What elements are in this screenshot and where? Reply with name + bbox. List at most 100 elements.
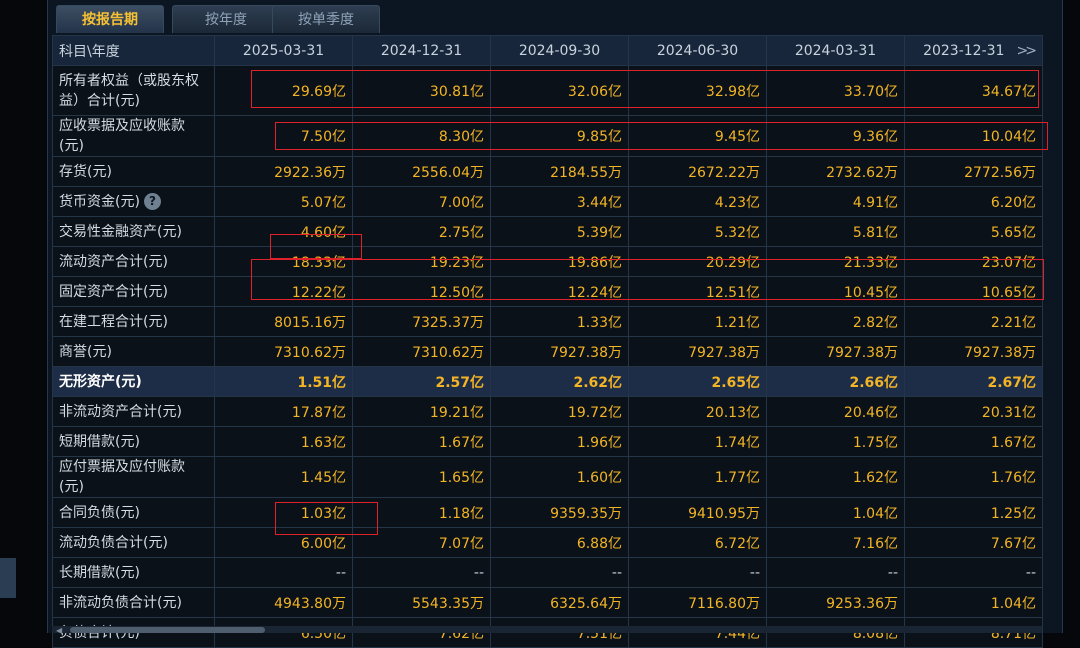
cell-number: 4.23 <box>714 194 746 211</box>
value-cell: 4943.80万 <box>214 587 353 618</box>
value-cell: 1.04亿 <box>766 497 905 528</box>
value-cell: 21.33亿 <box>766 246 905 277</box>
row-label-text: 交易性金融资产(元) <box>59 223 182 240</box>
header-date[interactable]: 2024-03-31 <box>766 35 905 66</box>
cell-number: 7325.37 <box>412 314 470 331</box>
value-cell: 1.67亿 <box>352 426 491 457</box>
value-cell: 1.75亿 <box>766 426 905 457</box>
table-row[interactable]: 流动负债合计(元) 6.00亿 7.07亿 6.88亿 6.72亿 7.16亿 7.67亿 <box>52 527 1043 558</box>
header-date[interactable]: 2024-06-30 <box>628 35 767 66</box>
cell-unit: 亿 <box>470 535 484 552</box>
cell-number: 32.98 <box>705 83 746 100</box>
value-cell: 12.50亿 <box>352 276 491 307</box>
table-row[interactable]: 流动资产合计(元) 18.33亿 19.23亿 19.86亿 20.29亿 21.33亿 2… <box>52 246 1043 277</box>
cell-unit: 亿 <box>332 374 346 391</box>
cell-unit: 亿 <box>746 83 760 100</box>
cell-unit: 万 <box>1022 164 1036 181</box>
value-cell: 5.81亿 <box>766 216 905 247</box>
scroll-left-icon[interactable]: ◀ <box>56 626 63 635</box>
cell-unit: 亿 <box>332 434 346 451</box>
value-cell: 8.30亿 <box>352 115 491 157</box>
value-cell: 1.03亿 <box>214 497 353 528</box>
header-date[interactable]: 2025-03-31 <box>214 35 353 66</box>
value-cell: 19.72亿 <box>490 396 629 427</box>
cell-unit: 亿 <box>332 129 346 145</box>
value-cell: 7927.38万 <box>628 336 767 367</box>
row-label: 在建工程合计(元) <box>52 306 215 337</box>
table-header-row: 科目\年度 2025-03-31 2024-12-31 2024-09-30 2… <box>52 35 1043 66</box>
table-row[interactable]: 合同负债(元) 1.03亿 1.18亿 9359.35万 9410.95万 1.04亿 1.… <box>52 497 1043 528</box>
cell-unit: 亿 <box>470 505 484 522</box>
cell-number: 1.51 <box>297 374 332 391</box>
cell-number: 6325.64 <box>550 595 608 612</box>
horizontal-scrollbar[interactable]: ◀ <box>52 626 1042 635</box>
value-cell: 4.91亿 <box>766 186 905 217</box>
scrollbar-thumb[interactable] <box>70 627 265 633</box>
table-row[interactable]: 无形资产(元) 1.51亿 2.57亿 2.62亿 2.65亿 2.66亿 2.67亿 <box>52 366 1043 397</box>
value-cell: 2.75亿 <box>352 216 491 247</box>
table-row[interactable]: 所有者权益（或股东权益）合计(元) 29.69亿 30.81亿 32.06亿 32.98… <box>52 65 1043 116</box>
table-row[interactable]: 非流动资产合计(元) 17.87亿 19.21亿 19.72亿 20.13亿 20.46亿… <box>52 396 1043 427</box>
cell-number: 1.03 <box>300 505 332 522</box>
cell-unit: 亿 <box>884 470 898 486</box>
value-cell: -- <box>628 557 767 588</box>
tab-by-quarter[interactable]: 按单季度 <box>272 5 380 33</box>
cell-unit: 亿 <box>1022 434 1036 451</box>
value-cell: 1.77亿 <box>628 456 767 498</box>
cell-number: 1.75 <box>852 434 884 451</box>
cell-number: 1.60 <box>576 470 608 486</box>
cell-unit: 亿 <box>608 404 622 421</box>
table-row[interactable]: 存货(元) 2922.36万 2556.04万 2184.55万 2672.22万 273… <box>52 156 1043 187</box>
cell-number: 21.33 <box>843 254 884 271</box>
header-date[interactable]: 2024-09-30 <box>490 35 629 66</box>
table-row[interactable]: 应收票据及应收账款(元) 7.50亿 8.30亿 9.85亿 9.45亿 9.36亿 10.… <box>52 115 1043 157</box>
cell-unit: 亿 <box>608 535 622 552</box>
value-cell: 5.07亿 <box>214 186 353 217</box>
value-cell: -- <box>214 557 353 588</box>
help-icon[interactable]: ? <box>143 193 161 210</box>
cell-number: 2672.22 <box>688 164 746 181</box>
value-cell: 7927.38万 <box>490 336 629 367</box>
tab-by-year[interactable]: 按年度 <box>172 5 280 33</box>
table-row[interactable]: 长期借款(元) -- -- -- -- -- -- <box>52 557 1043 588</box>
table-row[interactable]: 非流动负债合计(元) 4943.80万 5543.35万 6325.64万 7116.8… <box>52 587 1043 618</box>
value-cell: 10.65亿 <box>904 276 1043 307</box>
cell-number: 19.72 <box>567 404 608 421</box>
cell-number: -- <box>335 564 346 581</box>
cell-unit: 亿 <box>470 129 484 145</box>
table-row[interactable]: 应付票据及应付账款(元) 1.45亿 1.65亿 1.60亿 1.77亿 1.62亿 1.7… <box>52 456 1043 498</box>
cell-unit: 亿 <box>884 314 898 331</box>
tab-by-report-period[interactable]: 按报告期 <box>56 5 164 33</box>
table-row[interactable]: 货币资金(元)? 5.07亿 7.00亿 3.44亿 4.23亿 4.91亿 6.20亿 <box>52 186 1043 217</box>
value-cell: 20.31亿 <box>904 396 1043 427</box>
table-row[interactable]: 商誉(元) 7310.62万 7310.62万 7927.38万 7927.38万 792… <box>52 336 1043 367</box>
value-cell: -- <box>352 557 491 588</box>
cell-number: 1.04 <box>852 505 884 522</box>
cell-unit: 亿 <box>746 404 760 421</box>
cell-number: 2184.55 <box>550 164 608 181</box>
double-chevron-right-icon[interactable]: >> <box>1016 42 1038 59</box>
table-row[interactable]: 短期借款(元) 1.63亿 1.67亿 1.96亿 1.74亿 1.75亿 1.67亿 <box>52 426 1043 457</box>
value-cell: 2.82亿 <box>766 306 905 337</box>
cell-unit: 亿 <box>332 194 346 211</box>
value-cell: 2.57亿 <box>352 366 491 397</box>
table-row[interactable]: 在建工程合计(元) 8015.16万 7325.37万 1.33亿 1.21亿 2.82亿… <box>52 306 1043 337</box>
cell-unit: 亿 <box>332 224 346 241</box>
value-cell: 10.04亿 <box>904 115 1043 157</box>
cell-number: 5.07 <box>300 194 332 211</box>
cell-unit: 万 <box>332 314 346 331</box>
cell-unit: 亿 <box>1022 129 1036 145</box>
cell-number: 10.45 <box>843 284 884 301</box>
header-date[interactable]: 2023-12-31 <box>923 42 1005 59</box>
header-date[interactable]: 2024-12-31 <box>352 35 491 66</box>
table-row[interactable]: 固定资产合计(元) 12.22亿 12.50亿 12.24亿 12.51亿 10.45亿 1… <box>52 276 1043 307</box>
value-cell: 20.46亿 <box>766 396 905 427</box>
table-row[interactable]: 交易性金融资产(元) 4.60亿 2.75亿 5.39亿 5.32亿 5.81亿 5.65亿 <box>52 216 1043 247</box>
side-panel-handle[interactable] <box>0 558 16 598</box>
cell-unit: 亿 <box>1022 254 1036 271</box>
cell-unit: 亿 <box>1022 505 1036 522</box>
value-cell: 18.33亿 <box>214 246 353 277</box>
row-label: 流动资产合计(元) <box>52 246 215 277</box>
row-label-text: 非流动资产合计(元) <box>59 403 182 420</box>
cell-number: 4943.80 <box>274 595 332 612</box>
